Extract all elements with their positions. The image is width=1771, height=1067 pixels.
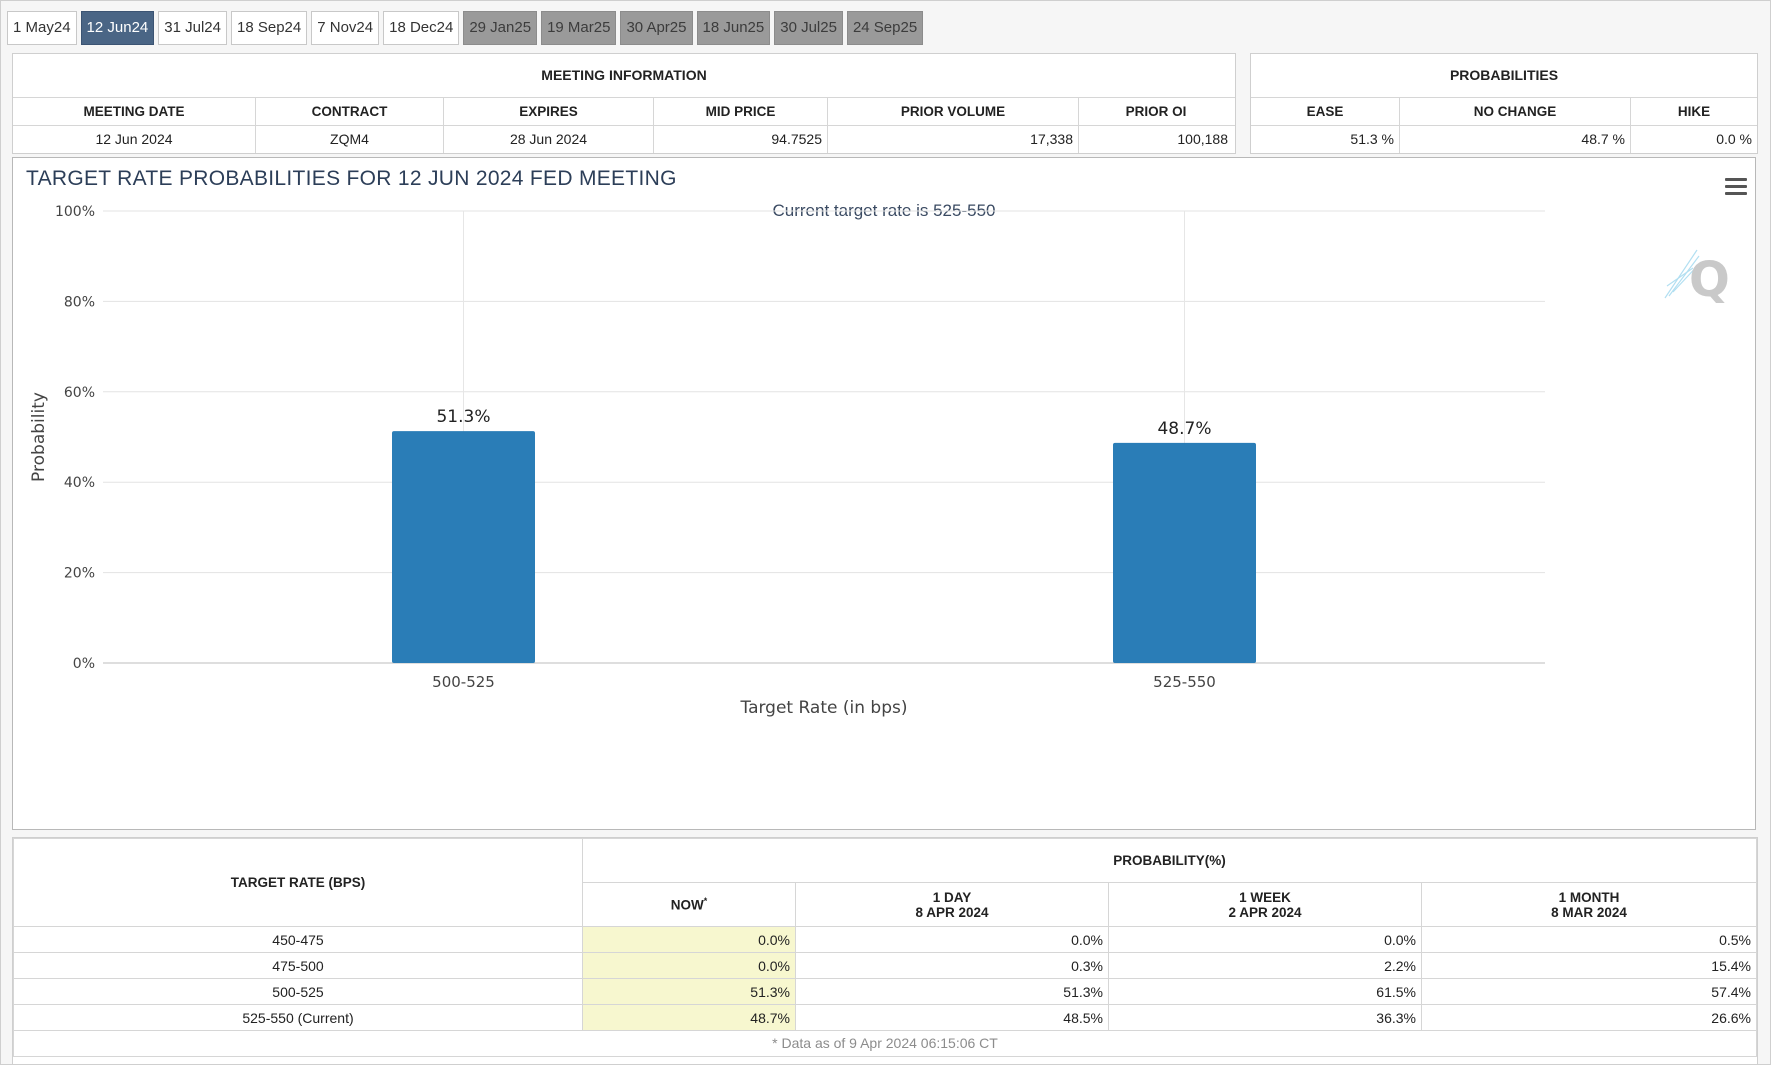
y-tick-label: 60% xyxy=(64,385,95,401)
y-tick-label: 0% xyxy=(73,656,95,672)
tab-19-mar25[interactable]: 19 Mar25 xyxy=(541,11,617,45)
header-meeting-date: MEETING DATE xyxy=(13,98,256,125)
tab-30-apr25[interactable]: 30 Apr25 xyxy=(620,11,693,45)
probabilities-table: PROBABILITIES EASE NO CHANGE HIKE 51.3 %… xyxy=(1250,53,1758,154)
y-tick-label: 80% xyxy=(64,294,95,310)
meeting-information-value-row: 12 Jun 2024 ZQM4 28 Jun 2024 94.7525 17,… xyxy=(13,126,1235,153)
hike-value: 0.0 % xyxy=(1716,131,1752,147)
tab-7-nov24[interactable]: 7 Nov24 xyxy=(311,11,380,45)
meeting-date-value: 12 Jun 2024 xyxy=(13,126,256,153)
chart-title: TARGET RATE PROBABILITIES FOR 12 JUN 202… xyxy=(26,167,677,190)
x-tick-label: 525-550 xyxy=(1153,673,1216,691)
month-cell: 57.4% xyxy=(1421,978,1757,1005)
x-axis-title: Target Rate (in bps) xyxy=(740,698,908,718)
tab-24-sep25[interactable]: 24 Sep25 xyxy=(846,11,924,45)
probabilities-header-row: EASE NO CHANGE HIKE xyxy=(1251,98,1757,126)
contract-value: ZQM4 xyxy=(256,126,444,153)
meeting-information-header-row: MEETING DATE CONTRACT EXPIRES MID PRICE … xyxy=(13,98,1235,126)
col-1-month-header: 1 MONTH 8 MAR 2024 xyxy=(1421,882,1757,927)
header-prior-volume: PRIOR VOLUME xyxy=(828,98,1079,125)
target-rate-bps-header: TARGET RATE (BPS) xyxy=(13,838,583,927)
header-no-change: NO CHANGE xyxy=(1400,98,1631,125)
day-cell: 0.0% xyxy=(795,926,1109,953)
header-prior-oi: PRIOR OI xyxy=(1125,104,1187,119)
data-timestamp-footnote: * Data as of 9 Apr 2024 06:15:06 CT xyxy=(13,1030,1757,1057)
tab-18-jun25[interactable]: 18 Jun25 xyxy=(696,11,771,45)
header-hike: HIKE xyxy=(1677,104,1711,119)
month-cell: 0.5% xyxy=(1421,926,1757,953)
rate-cell: 525-550 (Current) xyxy=(13,1004,583,1031)
bar-chart: 0%20%40%60%80%100%51.3%500-52548.7%525-5… xyxy=(29,204,1545,718)
col-1-day-header: 1 DAY 8 APR 2024 xyxy=(795,882,1109,927)
col-1-week-header: 1 WEEK 2 APR 2024 xyxy=(1108,882,1422,927)
data-label: 51.3% xyxy=(436,407,490,427)
col-now-header: NOW* xyxy=(582,882,796,927)
mid-price-value: 94.7525 xyxy=(654,126,828,153)
probabilities-value-row: 51.3 % 48.7 % 0.0 % xyxy=(1251,126,1757,153)
tab-12-jun24[interactable]: 12 Jun24 xyxy=(80,11,155,45)
month-cell: 15.4% xyxy=(1421,952,1757,979)
header-ease: EASE xyxy=(1251,98,1400,125)
meeting-information-table: MEETING INFORMATION MEETING DATE CONTRAC… xyxy=(12,53,1236,154)
q-logo-icon: Q xyxy=(1664,249,1730,306)
data-label: 48.7% xyxy=(1157,419,1211,439)
table-row: 475-500 0.0% 0.3% 2.2% 15.4% xyxy=(13,952,1757,979)
prior-volume-value: 17,338 xyxy=(828,126,1079,153)
no-change-value: 48.7 % xyxy=(1400,126,1631,153)
probability-history-table: TARGET RATE (BPS) PROBABILITY(%) NOW* 1 … xyxy=(12,837,1758,1065)
now-cell: 0.0% xyxy=(582,926,796,953)
tab-31-jul24[interactable]: 31 Jul24 xyxy=(158,11,227,45)
y-tick-label: 40% xyxy=(64,475,95,491)
rate-cell: 500-525 xyxy=(13,978,583,1005)
prior-oi-value: 100,188 xyxy=(1177,131,1228,147)
week-cell: 36.3% xyxy=(1108,1004,1422,1031)
tab-29-jan25[interactable]: 29 Jan25 xyxy=(463,11,538,45)
meeting-tabs: 1 May24 12 Jun24 31 Jul24 18 Sep24 7 Nov… xyxy=(7,11,924,45)
table-row: 500-525 51.3% 51.3% 61.5% 57.4% xyxy=(13,978,1757,1005)
tab-30-jul25[interactable]: 30 Jul25 xyxy=(774,11,843,45)
header-mid-price: MID PRICE xyxy=(654,98,828,125)
target-rate-chart-panel: TARGET RATE PROBABILITIES FOR 12 JUN 202… xyxy=(12,157,1756,830)
x-tick-label: 500-525 xyxy=(432,673,495,691)
header-contract: CONTRACT xyxy=(256,98,444,125)
y-tick-label: 20% xyxy=(64,566,95,582)
tab-18-sep24[interactable]: 18 Sep24 xyxy=(231,11,308,45)
week-cell: 61.5% xyxy=(1108,978,1422,1005)
now-cell: 51.3% xyxy=(582,978,796,1005)
day-cell: 48.5% xyxy=(795,1004,1109,1031)
tab-1-may24[interactable]: 1 May24 xyxy=(7,11,77,45)
probabilities-title: PROBABILITIES xyxy=(1251,54,1757,98)
week-cell: 2.2% xyxy=(1108,952,1422,979)
expires-value: 28 Jun 2024 xyxy=(444,126,654,153)
meeting-information-title: MEETING INFORMATION xyxy=(13,54,1235,98)
ease-value: 51.3 % xyxy=(1251,126,1400,153)
table-row: 450-475 0.0% 0.0% 0.0% 0.5% xyxy=(13,926,1757,953)
chart-subtitle: Current target rate is 525-550 xyxy=(772,201,996,220)
tab-18-dec24[interactable]: 18 Dec24 xyxy=(383,11,460,45)
week-cell: 0.0% xyxy=(1108,926,1422,953)
now-cell: 0.0% xyxy=(582,952,796,979)
table-row: 525-550 (Current) 48.7% 48.5% 36.3% 26.6… xyxy=(13,1004,1757,1031)
now-cell: 48.7% xyxy=(582,1004,796,1031)
hamburger-menu-icon[interactable] xyxy=(1725,178,1747,196)
rate-cell: 475-500 xyxy=(13,952,583,979)
svg-text:Q: Q xyxy=(1689,252,1730,306)
header-expires: EXPIRES xyxy=(444,98,654,125)
rate-cell: 450-475 xyxy=(13,926,583,953)
bar-525-550 xyxy=(1113,442,1256,663)
day-cell: 0.3% xyxy=(795,952,1109,979)
day-cell: 51.3% xyxy=(795,978,1109,1005)
month-cell: 26.6% xyxy=(1421,1004,1757,1031)
probability-header: PROBABILITY(%) xyxy=(582,838,1757,883)
y-axis-title: Probability xyxy=(29,392,49,482)
bar-500-525 xyxy=(392,431,535,663)
